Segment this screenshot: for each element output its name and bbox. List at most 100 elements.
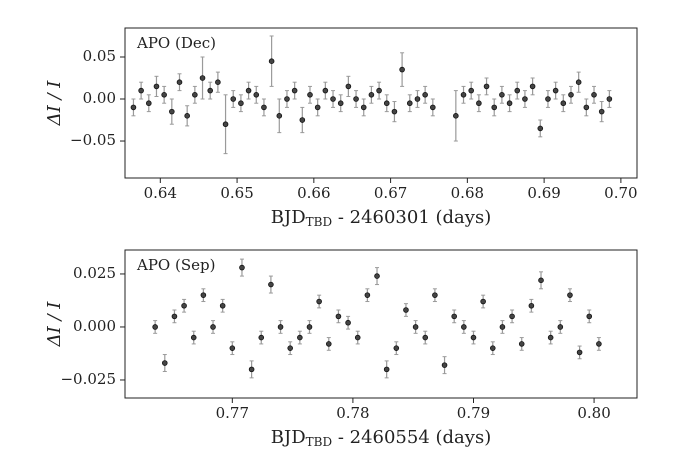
data-point [403, 307, 409, 313]
data-point [451, 313, 457, 320]
data-point [430, 104, 436, 111]
data-point [468, 87, 474, 94]
data-point [489, 345, 496, 351]
data-point [145, 100, 152, 107]
data-point [219, 302, 226, 309]
data-point [537, 125, 544, 132]
x-tick-label: 0.69 [527, 184, 560, 202]
data-point [184, 113, 190, 119]
data-point [248, 366, 255, 373]
data-point [229, 345, 236, 351]
data-point [491, 104, 498, 111]
data-point [514, 87, 521, 94]
x-tick-label: 0.77 [216, 404, 249, 422]
plot-frame [124, 249, 638, 399]
data-point [606, 96, 613, 102]
data-point [360, 104, 367, 111]
data-point [210, 324, 216, 330]
data-point [345, 319, 351, 326]
data-point [284, 96, 290, 102]
y-tick-label: 0.025 [73, 264, 116, 282]
data-point [238, 100, 244, 107]
data-point [552, 87, 559, 94]
data-point [391, 108, 398, 115]
data-point [330, 96, 336, 102]
data-point [171, 313, 178, 320]
data-point [412, 324, 419, 330]
data-point [453, 113, 459, 119]
x-label-main: BJD [271, 207, 306, 228]
data-point [138, 87, 144, 94]
data-point [199, 75, 206, 81]
data-point [192, 92, 198, 98]
annotation: APO (Dec) [136, 34, 216, 52]
y-tick-label: 0.000 [73, 317, 116, 335]
data-point [499, 324, 506, 330]
data-point [258, 334, 265, 341]
data-point [306, 324, 313, 330]
x-tick-label: 0.64 [144, 184, 177, 202]
x-label-rest: - 2460301 (days) [332, 207, 491, 228]
data-point [297, 334, 303, 341]
plot-frame [124, 27, 638, 179]
data-point [591, 92, 597, 98]
x-tick-label: 0.78 [336, 404, 369, 422]
data-point [253, 92, 260, 98]
data-point [276, 113, 283, 119]
data-point [245, 87, 252, 94]
x-label-rest: - 2460554 (days) [332, 427, 491, 448]
data-point [557, 324, 564, 330]
data-point [200, 292, 207, 298]
data-point [307, 92, 313, 98]
data-point [299, 117, 306, 123]
data-point [528, 302, 535, 309]
data-point [152, 324, 158, 330]
data-point [583, 104, 590, 111]
data-point [374, 273, 380, 279]
data-point [207, 87, 214, 94]
data-point [461, 324, 467, 330]
data-point [354, 334, 361, 341]
x-tick-label: 0.66 [297, 184, 330, 202]
data-point [261, 104, 267, 111]
data-point [470, 334, 477, 341]
data-point [576, 349, 583, 356]
data-point [547, 334, 554, 341]
data-point [161, 360, 168, 366]
data-point [364, 292, 371, 298]
data-point [441, 362, 448, 368]
data-point [460, 92, 467, 98]
data-point [538, 277, 544, 284]
data-point [529, 83, 536, 90]
data-point [161, 92, 167, 98]
x-label-main: BJD [271, 427, 306, 448]
data-point [518, 341, 525, 347]
data-point [522, 96, 528, 102]
data-point [568, 92, 574, 98]
data-point [586, 313, 593, 320]
data-point [222, 121, 229, 128]
data-point [190, 334, 197, 341]
data-point [277, 324, 284, 330]
x-tick-label: 0.67 [374, 184, 407, 202]
data-point [316, 298, 322, 305]
x-tick-label: 0.65 [220, 184, 253, 202]
data-point [575, 79, 582, 86]
data-point [215, 79, 221, 86]
data-point [335, 313, 342, 320]
y-axis-label: ΔI / I [44, 301, 65, 348]
data-point [176, 79, 183, 86]
data-point [130, 104, 137, 111]
data-point [422, 92, 428, 98]
x-tick-label: 0.70 [604, 184, 637, 202]
data-point [506, 100, 513, 107]
y-tick-label: −0.05 [70, 131, 116, 149]
data-point [560, 100, 567, 107]
data-point [414, 96, 421, 102]
data-point [509, 313, 515, 320]
y-tick-label: 0.00 [83, 89, 116, 107]
data-point [383, 366, 390, 373]
x-label-sub: TBD [306, 435, 332, 449]
data-point [545, 96, 551, 102]
